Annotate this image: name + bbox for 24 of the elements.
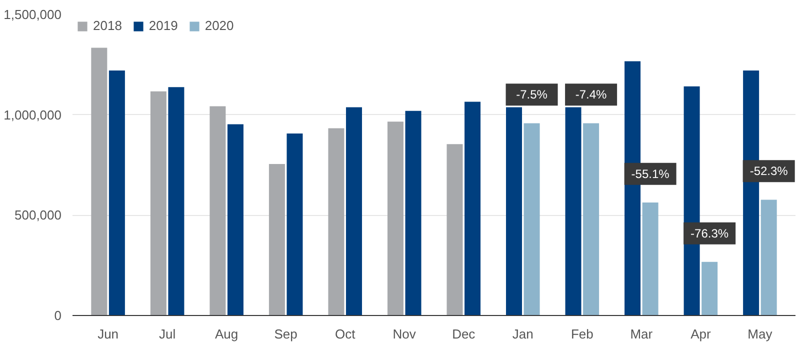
x-tick-label: Mar [630, 326, 654, 342]
x-tick-label: Jun [98, 326, 119, 342]
x-tick-label: Feb [570, 326, 594, 342]
x-tick-label: May [748, 326, 773, 342]
x-tick-label: Jul [159, 326, 176, 342]
annotation: -7.5% [516, 88, 548, 102]
annotation: -7.4% [575, 88, 608, 102]
y-tick-label: 500,000 [14, 208, 62, 223]
x-tick-label: Oct [334, 326, 356, 342]
y-tick-label: 0 [54, 308, 62, 323]
x-tick-label: Nov [392, 326, 416, 342]
x-tick-label: Apr [690, 326, 712, 342]
x-tick-label: Aug [215, 326, 238, 342]
legend-label: 2018 [93, 18, 122, 33]
y-tick-label: 1,000,000 [4, 107, 62, 122]
x-tick-label: Sep [274, 326, 298, 342]
x-tick-label: Jan [512, 326, 534, 342]
legend-label: 2019 [148, 18, 178, 33]
legend-label: 2020 [204, 18, 234, 33]
annotation: -76.3% [690, 226, 729, 240]
x-tick-label: Dec [452, 326, 476, 342]
annotation: -55.1% [631, 166, 670, 181]
y-tick-label: 1,500,000 [4, 7, 62, 22]
annotation: -52.3% [750, 164, 788, 178]
